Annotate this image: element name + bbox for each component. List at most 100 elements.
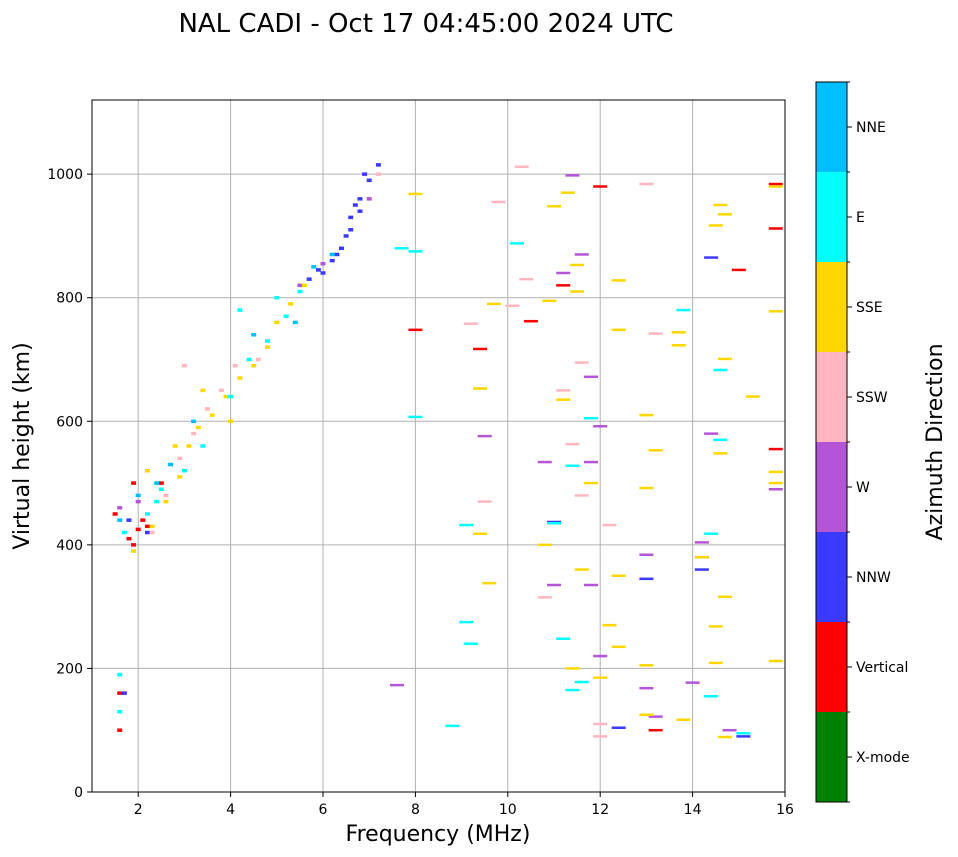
- data-point-ssw: [149, 530, 155, 535]
- data-point-e: [200, 444, 206, 448]
- data-point-ssw: [477, 500, 492, 503]
- data-point-ssw: [205, 407, 210, 411]
- data-point-sse: [486, 302, 501, 306]
- x-tick-label: 8: [411, 802, 420, 818]
- data-point-sse: [676, 718, 691, 721]
- data-point-sse: [639, 413, 654, 417]
- colorbar-label: Azimuth Direction: [923, 343, 948, 540]
- data-point-w: [694, 541, 709, 544]
- y-tick-label: 800: [56, 291, 83, 307]
- data-point-vertical: [117, 728, 123, 732]
- data-point-ssw: [574, 361, 589, 364]
- data-point-sse: [200, 388, 206, 393]
- data-point-nnw: [338, 246, 344, 251]
- data-point-vertical: [768, 447, 783, 451]
- data-point-vertical: [523, 319, 538, 323]
- colorbar-tick-label: NNW: [856, 570, 891, 586]
- data-point-vertical: [112, 512, 118, 516]
- y-axis-ticks: 0 200 400 600 800 1000: [47, 167, 92, 801]
- data-point-nne: [135, 493, 141, 498]
- data-point-e: [265, 339, 271, 343]
- data-points: [112, 163, 783, 739]
- data-point-ssw: [537, 596, 552, 599]
- data-point-nnw: [329, 258, 335, 263]
- colorbar-tick-label: NNE: [856, 120, 886, 136]
- data-point-ssw: [375, 172, 381, 176]
- data-point-sse: [302, 283, 308, 288]
- data-point-sse: [570, 290, 585, 293]
- colorbar-segment: [816, 352, 847, 442]
- data-point-w: [565, 174, 580, 177]
- data-point-sse: [547, 205, 561, 208]
- data-point-sse: [611, 279, 626, 282]
- data-point-ssw: [593, 735, 608, 738]
- data-point-nnw: [357, 209, 363, 213]
- data-point-nnw: [736, 735, 751, 738]
- data-point-sse: [717, 213, 732, 216]
- colorbar-segment: [816, 442, 847, 532]
- data-point-sse: [717, 595, 732, 599]
- data-point-e: [574, 680, 589, 684]
- data-point-sse: [163, 499, 169, 504]
- x-tick-label: 4: [226, 802, 235, 818]
- data-point-w: [593, 654, 608, 658]
- colorbar-tick-label: X-mode: [856, 750, 910, 766]
- data-point-sse: [408, 192, 423, 196]
- data-point-w: [366, 197, 372, 201]
- data-point-w: [477, 434, 492, 438]
- data-point-nne: [117, 518, 123, 522]
- data-point-w: [593, 424, 608, 428]
- data-point-vertical: [158, 481, 164, 485]
- data-point-w: [583, 460, 598, 464]
- data-point-nnw: [694, 568, 709, 571]
- colorbar-tick-label: E: [856, 210, 865, 226]
- data-point-sse: [131, 549, 137, 553]
- data-point-sse: [611, 645, 626, 649]
- y-tick-label: 600: [56, 414, 83, 430]
- data-point-e: [408, 415, 423, 419]
- data-point-w: [639, 686, 654, 690]
- data-point-e: [283, 314, 289, 318]
- data-point-vertical: [117, 691, 123, 695]
- colorbar-frame: [815, 81, 848, 803]
- colorbar-segment: [816, 82, 847, 172]
- data-point-e: [144, 512, 150, 516]
- data-point-vertical: [408, 328, 423, 332]
- data-point-sse: [611, 328, 626, 332]
- x-tick-label: 14: [684, 802, 702, 818]
- x-axis-ticks: 2 4 6 8 10 12 14 16: [134, 792, 794, 818]
- data-point-e: [583, 416, 598, 420]
- data-point-ssw: [593, 722, 608, 726]
- data-point-nnw: [366, 178, 372, 183]
- data-point-sse: [186, 444, 192, 448]
- data-point-sse: [473, 532, 488, 535]
- colorbar: X-mode Vertical NNW W SSW SSE E NNE: [815, 81, 910, 803]
- data-point-ssw: [463, 322, 478, 325]
- data-point-e: [459, 620, 474, 624]
- data-point-nne: [292, 320, 298, 325]
- data-point-e: [459, 523, 474, 527]
- data-point-e: [181, 468, 187, 473]
- data-point-w: [537, 460, 552, 464]
- colorbar-segment: [816, 712, 847, 802]
- data-point-e: [463, 642, 478, 645]
- data-point-e: [547, 521, 561, 525]
- data-point-ssw: [255, 357, 261, 362]
- colorbar-segment: [816, 262, 847, 352]
- data-point-ssw: [602, 523, 617, 527]
- data-point-sse: [745, 395, 760, 398]
- data-point-e: [676, 308, 691, 312]
- data-point-nne: [311, 265, 317, 269]
- data-point-e: [713, 368, 728, 372]
- data-point-sse: [537, 543, 552, 547]
- data-point-w: [583, 375, 598, 379]
- data-point-sse: [717, 357, 732, 361]
- data-point-sse: [542, 299, 557, 303]
- data-point-ssw: [565, 442, 580, 446]
- data-point-sse: [694, 555, 709, 559]
- data-point-e: [510, 242, 525, 245]
- x-tick-label: 2: [134, 802, 143, 818]
- data-point-vertical: [731, 268, 746, 272]
- data-point-e: [736, 732, 751, 735]
